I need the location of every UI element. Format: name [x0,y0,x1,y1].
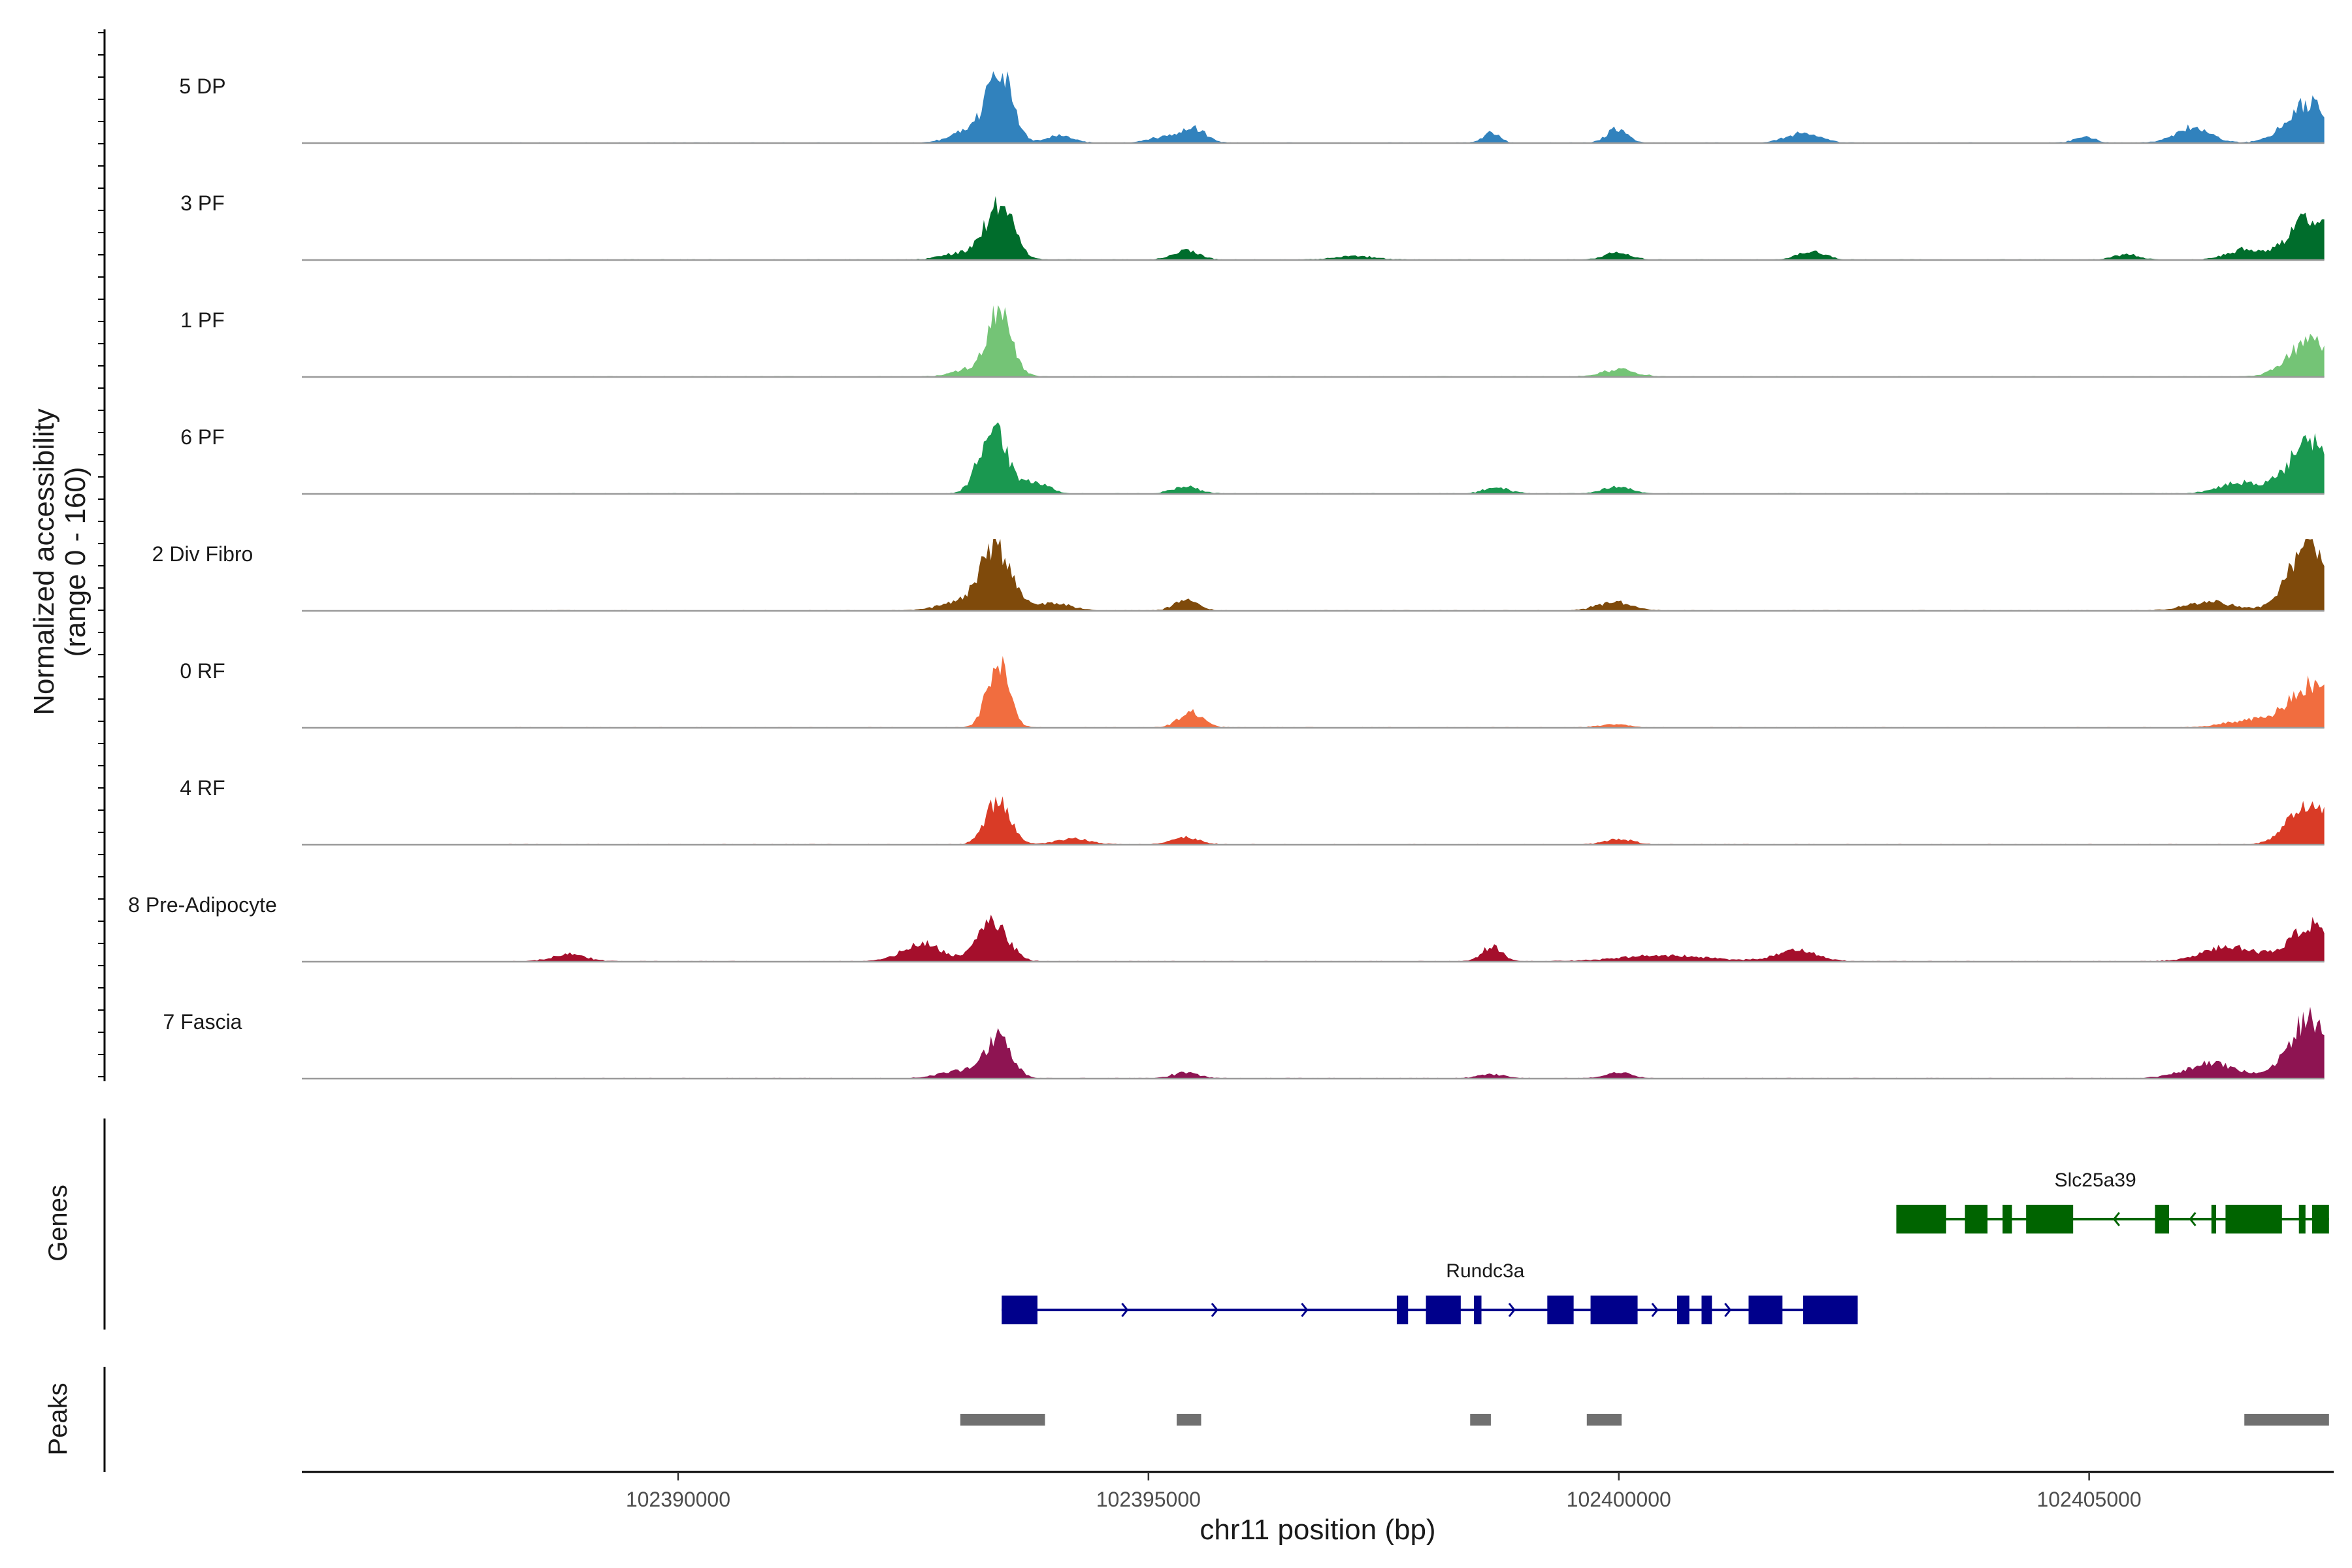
strand-arrow [1301,1303,1309,1317]
track-signal [508,305,2325,377]
gene-exon [1701,1296,1712,1324]
track-signal [508,539,2325,611]
track-6-pf: 6 PF [180,422,2325,495]
gene-label: Slc25a39 [2055,1169,2136,1191]
peak-region [1586,1414,1622,1426]
track-1-pf: 1 PF [180,305,2325,378]
y-axis-title-line1: Normalized accessibility [28,408,60,715]
gene-exon [2225,1205,2282,1233]
track-2-div-fibro: 2 Div Fibro [152,539,2325,612]
x-axis-ticks: 102390000 102395000 102400000 102405000 [626,1472,2142,1511]
gene-exon [1396,1296,1409,1324]
track-label: 8 Pre-Adipocyte [128,893,277,917]
track-label: 0 RF [180,659,225,683]
x-tick-label: 102390000 [626,1488,730,1511]
track-label: 5 DP [179,74,225,98]
strand-arrow [1651,1303,1659,1317]
track-7-fascia: 7 Fascia [163,1007,2325,1080]
gene-exon [1896,1205,1946,1233]
track-signal [508,915,2325,962]
track-label: 3 PF [180,191,225,215]
strand-arrow [1508,1303,1516,1317]
y-axis-title: Normalized accessibility (range 0 - 160) [28,408,91,715]
genes-panel-label: Genes [44,1184,73,1262]
gene-exon [2026,1205,2074,1233]
peak-region [1177,1414,1201,1426]
track-label: 4 RF [180,776,225,800]
gene-exon [2002,1205,2012,1233]
gene-exon [1002,1296,1037,1324]
gene-exon [2298,1205,2306,1233]
gene-exon [2311,1205,2329,1233]
track-0-rf: 0 RF [180,656,2325,729]
track-signal [508,1007,2325,1079]
gene-exon [1474,1296,1482,1324]
track-label: 6 PF [180,425,225,449]
peak-region [2244,1414,2329,1426]
track-signal [508,422,2325,494]
track-5-dp: 5 DP [179,71,2325,144]
gene-exon [1803,1296,1858,1324]
gene-exon [1677,1296,1690,1324]
y-axis-title-line2: (range 0 - 160) [59,466,91,657]
peak-regions [960,1414,2329,1426]
track-label: 7 Fascia [163,1010,242,1034]
strand-arrow [2112,1212,2120,1226]
gene-exon [1965,1205,1988,1233]
track-signal [508,71,2325,143]
track-label: 1 PF [180,308,225,332]
gene-exon [1547,1296,1574,1324]
accessibility-tracks: 5 DP 3 PF 1 PF 6 PF 2 Div Fibro 0 RF 4 RF 8 Pre… [128,71,2325,1080]
gene-exon [2211,1205,2217,1233]
x-tick-label: 102405000 [2037,1488,2142,1511]
track-signal [508,196,2325,260]
peaks-panel-label: Peaks [44,1382,73,1455]
x-axis-title: chr11 position (bp) [1200,1514,1435,1546]
track-3-pf: 3 PF [180,191,2325,261]
peak-region [1470,1414,1491,1426]
y-axis-ticks [98,32,105,1077]
strand-arrow [1211,1303,1218,1317]
gene-exon [2155,1205,2170,1233]
gene-exon [1426,1296,1461,1324]
gene-label: Rundc3a [1446,1260,1524,1282]
x-tick-label: 102395000 [1096,1488,1201,1511]
strand-arrow [1121,1303,1129,1317]
strand-arrow [1724,1303,1732,1317]
gene-annotations: Slc25a39 Rundc3a [1002,1169,2329,1324]
strand-arrow [2189,1212,2197,1226]
gene-slc25a39: Slc25a39 [1896,1169,2329,1233]
gene-rundc3a: Rundc3a [1002,1260,1858,1324]
track-4-rf: 4 RF [180,776,2325,846]
track-label: 2 Div Fibro [152,542,253,566]
peak-region [960,1414,1045,1426]
track-8-pre-adipocyte: 8 Pre-Adipocyte [128,893,2325,963]
track-signal [508,796,2325,845]
gene-exon [1590,1296,1638,1324]
track-signal [508,656,2325,728]
x-tick-label: 102400000 [1567,1488,1671,1511]
gene-exon [1748,1296,1783,1324]
